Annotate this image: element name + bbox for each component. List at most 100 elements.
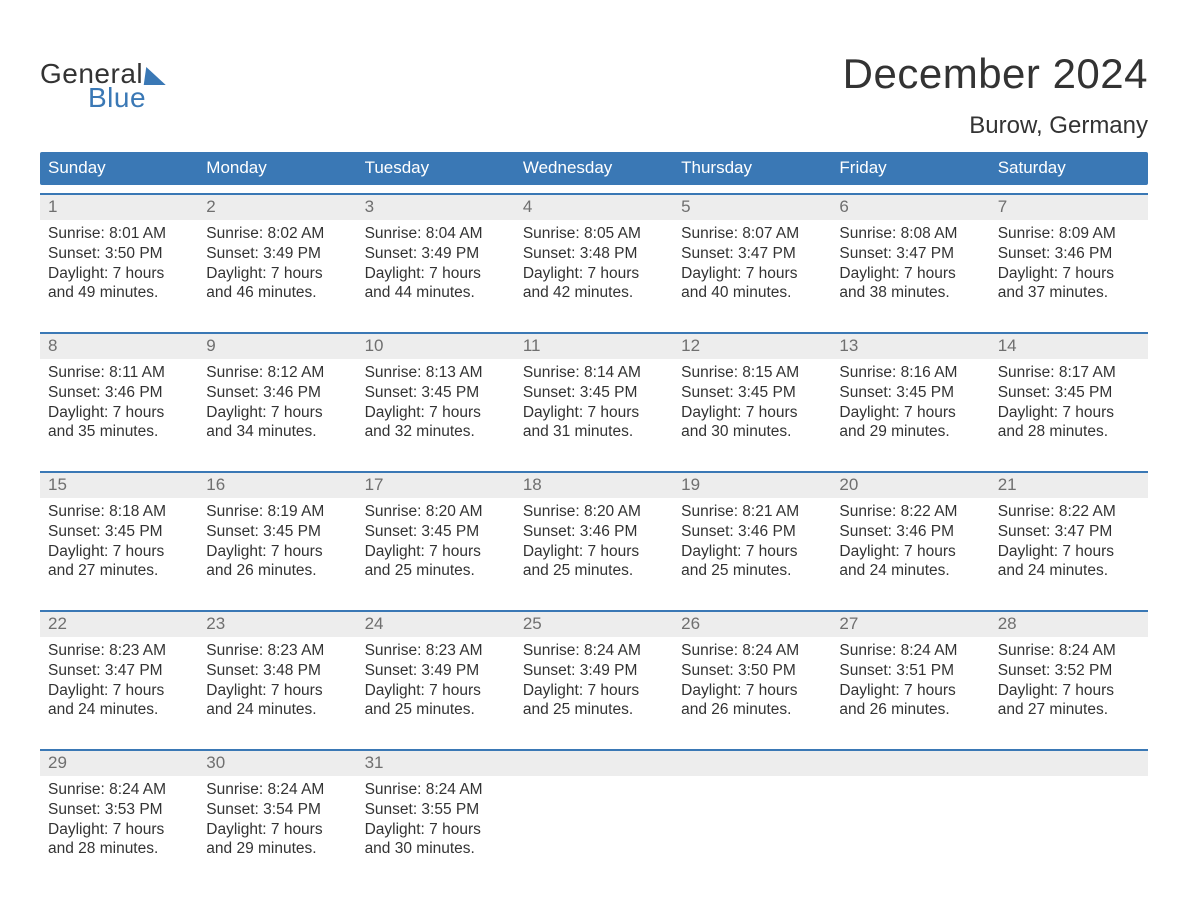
day-number: 28 — [990, 612, 1148, 637]
day-detail-line: Sunrise: 8:24 AM — [839, 641, 981, 661]
day-detail-line: Daylight: 7 hours — [998, 681, 1140, 701]
day-detail-line: Sunset: 3:53 PM — [48, 800, 190, 820]
day-number: 24 — [357, 612, 515, 637]
day-number: 30 — [198, 751, 356, 776]
day-detail-line: Sunrise: 8:17 AM — [998, 363, 1140, 383]
day-detail-line: Daylight: 7 hours — [681, 681, 823, 701]
day-detail-line: Sunrise: 8:18 AM — [48, 502, 190, 522]
day-cell: Sunrise: 8:05 AMSunset: 3:48 PMDaylight:… — [515, 220, 673, 324]
day-detail-line: Sunrise: 8:19 AM — [206, 502, 348, 522]
day-detail-line: and 24 minutes. — [206, 700, 348, 720]
day-detail-line: Sunset: 3:49 PM — [365, 244, 507, 264]
day-detail-line: Sunrise: 8:13 AM — [365, 363, 507, 383]
calendar: Sunday Monday Tuesday Wednesday Thursday… — [40, 152, 1148, 880]
day-detail-line: Daylight: 7 hours — [48, 681, 190, 701]
day-detail-line: Sunrise: 8:12 AM — [206, 363, 348, 383]
day-detail-line: and 37 minutes. — [998, 283, 1140, 303]
day-cell: Sunrise: 8:07 AMSunset: 3:47 PMDaylight:… — [673, 220, 831, 324]
day-detail-line: Daylight: 7 hours — [839, 542, 981, 562]
day-cell: Sunrise: 8:23 AMSunset: 3:48 PMDaylight:… — [198, 637, 356, 741]
day-number: 8 — [40, 334, 198, 359]
day-cell — [831, 776, 989, 880]
day-detail-line: Daylight: 7 hours — [523, 542, 665, 562]
day-detail-line: and 31 minutes. — [523, 422, 665, 442]
day-detail-line: and 27 minutes. — [998, 700, 1140, 720]
weekday-header: Sunday — [40, 152, 198, 185]
day-detail-line: and 29 minutes. — [839, 422, 981, 442]
day-detail-line: Daylight: 7 hours — [523, 681, 665, 701]
day-number: 27 — [831, 612, 989, 637]
day-detail-line: Sunset: 3:47 PM — [839, 244, 981, 264]
day-number — [831, 751, 989, 776]
day-detail-line: Daylight: 7 hours — [681, 403, 823, 423]
day-number: 1 — [40, 195, 198, 220]
week-row: 1234567Sunrise: 8:01 AMSunset: 3:50 PMDa… — [40, 193, 1148, 324]
logo: General Blue — [40, 60, 167, 112]
day-detail-line: Sunrise: 8:24 AM — [998, 641, 1140, 661]
day-detail-line: Sunrise: 8:11 AM — [48, 363, 190, 383]
location-label: Burow, Germany — [843, 112, 1148, 140]
day-detail-line: Daylight: 7 hours — [206, 820, 348, 840]
day-detail-line: Sunrise: 8:14 AM — [523, 363, 665, 383]
day-detail-line: Sunset: 3:46 PM — [839, 522, 981, 542]
day-detail-line: Sunset: 3:49 PM — [365, 661, 507, 681]
day-detail-line: and 24 minutes. — [998, 561, 1140, 581]
day-detail-line: Sunset: 3:45 PM — [48, 522, 190, 542]
weekday-header: Saturday — [990, 152, 1148, 185]
day-cell: Sunrise: 8:12 AMSunset: 3:46 PMDaylight:… — [198, 359, 356, 463]
day-number: 31 — [357, 751, 515, 776]
day-detail-line: Daylight: 7 hours — [206, 542, 348, 562]
day-cell: Sunrise: 8:01 AMSunset: 3:50 PMDaylight:… — [40, 220, 198, 324]
day-detail-line: Daylight: 7 hours — [48, 264, 190, 284]
day-detail-line: Sunrise: 8:23 AM — [206, 641, 348, 661]
day-detail-line: and 34 minutes. — [206, 422, 348, 442]
day-number: 26 — [673, 612, 831, 637]
week-row: 293031Sunrise: 8:24 AMSunset: 3:53 PMDay… — [40, 749, 1148, 880]
day-body-row: Sunrise: 8:23 AMSunset: 3:47 PMDaylight:… — [40, 637, 1148, 741]
day-detail-line: and 24 minutes. — [839, 561, 981, 581]
day-number: 22 — [40, 612, 198, 637]
day-detail-line: and 25 minutes. — [365, 700, 507, 720]
day-detail-line: Sunrise: 8:05 AM — [523, 224, 665, 244]
header-region: General Blue December 2024 Burow, German… — [40, 50, 1148, 140]
day-number-row: 15161718192021 — [40, 473, 1148, 498]
day-cell — [990, 776, 1148, 880]
day-cell: Sunrise: 8:04 AMSunset: 3:49 PMDaylight:… — [357, 220, 515, 324]
day-cell: Sunrise: 8:22 AMSunset: 3:47 PMDaylight:… — [990, 498, 1148, 602]
day-number — [673, 751, 831, 776]
day-detail-line: and 40 minutes. — [681, 283, 823, 303]
day-detail-line: and 26 minutes. — [839, 700, 981, 720]
day-number: 15 — [40, 473, 198, 498]
weekday-header: Monday — [198, 152, 356, 185]
day-number — [990, 751, 1148, 776]
day-detail-line: and 28 minutes. — [998, 422, 1140, 442]
day-number: 16 — [198, 473, 356, 498]
weekday-header-row: Sunday Monday Tuesday Wednesday Thursday… — [40, 152, 1148, 185]
day-detail-line: Sunset: 3:47 PM — [998, 522, 1140, 542]
week-row: 15161718192021Sunrise: 8:18 AMSunset: 3:… — [40, 471, 1148, 602]
day-number: 14 — [990, 334, 1148, 359]
day-detail-line: and 28 minutes. — [48, 839, 190, 859]
day-detail-line: Sunset: 3:55 PM — [365, 800, 507, 820]
day-detail-line: Sunrise: 8:07 AM — [681, 224, 823, 244]
day-cell: Sunrise: 8:24 AMSunset: 3:55 PMDaylight:… — [357, 776, 515, 880]
day-cell: Sunrise: 8:13 AMSunset: 3:45 PMDaylight:… — [357, 359, 515, 463]
day-cell: Sunrise: 8:02 AMSunset: 3:49 PMDaylight:… — [198, 220, 356, 324]
day-number: 18 — [515, 473, 673, 498]
day-cell: Sunrise: 8:14 AMSunset: 3:45 PMDaylight:… — [515, 359, 673, 463]
day-detail-line: Daylight: 7 hours — [523, 403, 665, 423]
day-detail-line: and 25 minutes. — [523, 700, 665, 720]
day-cell: Sunrise: 8:15 AMSunset: 3:45 PMDaylight:… — [673, 359, 831, 463]
day-detail-line: Daylight: 7 hours — [998, 264, 1140, 284]
day-body-row: Sunrise: 8:18 AMSunset: 3:45 PM Daylight:… — [40, 498, 1148, 602]
day-detail-line: Sunset: 3:45 PM — [681, 383, 823, 403]
day-detail-line: Daylight: 7 hours — [839, 264, 981, 284]
weekday-header: Wednesday — [515, 152, 673, 185]
day-body-row: Sunrise: 8:01 AMSunset: 3:50 PMDaylight:… — [40, 220, 1148, 324]
day-detail-line: Sunset: 3:51 PM — [839, 661, 981, 681]
day-number-row: 1234567 — [40, 195, 1148, 220]
day-detail-line: Sunrise: 8:15 AM — [681, 363, 823, 383]
day-detail-line: and 30 minutes. — [365, 839, 507, 859]
day-number: 7 — [990, 195, 1148, 220]
day-detail-line: Sunset: 3:49 PM — [523, 661, 665, 681]
